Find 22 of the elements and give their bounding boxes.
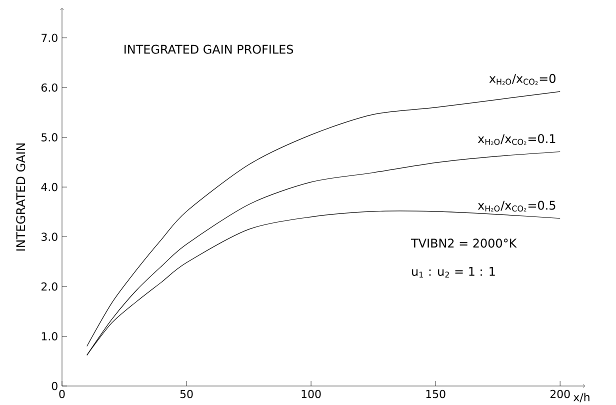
- y-tick-label: 1.0: [42, 332, 58, 340]
- y-tick-label: 2.0: [42, 282, 58, 291]
- x-tick-label: 0: [59, 390, 65, 398]
- y-tick-label: 5.0: [42, 133, 58, 142]
- x-tick-label: 200: [550, 390, 570, 398]
- y-tick-label: 6.0: [41, 83, 58, 92]
- annotation: u$_{1}$ : u$_{2}$ = 1 : 1: [412, 267, 495, 278]
- series-label: x$_{H₂O}$/x$_{CO₂}$=0: [489, 74, 556, 85]
- x-tick-label: 50: [180, 390, 193, 398]
- annotation: TVIBN2 = 2000°K: [411, 238, 517, 248]
- text: INTEGRATED GAIN PROFILES: [124, 44, 294, 54]
- x-tick-label: 100: [302, 390, 321, 398]
- y-tick-label: 0: [52, 382, 58, 390]
- line-series: [86, 91, 560, 347]
- y-tick-label: 7.0: [42, 34, 58, 42]
- y-axis-title: INTEGRATED GAIN: [16, 143, 26, 251]
- series-label: x$_{H₂O}$/x$_{CO₂}$=0.1: [478, 134, 556, 145]
- y-tick-label: 3.0: [42, 232, 58, 241]
- x-tick-label: 150: [426, 390, 446, 398]
- x-axis-title: x/h: [573, 392, 590, 402]
- series-label: x$_{H₂O}$/x$_{CO₂}$=0.5: [478, 200, 556, 212]
- y-tick-label: 4.0: [41, 182, 58, 192]
